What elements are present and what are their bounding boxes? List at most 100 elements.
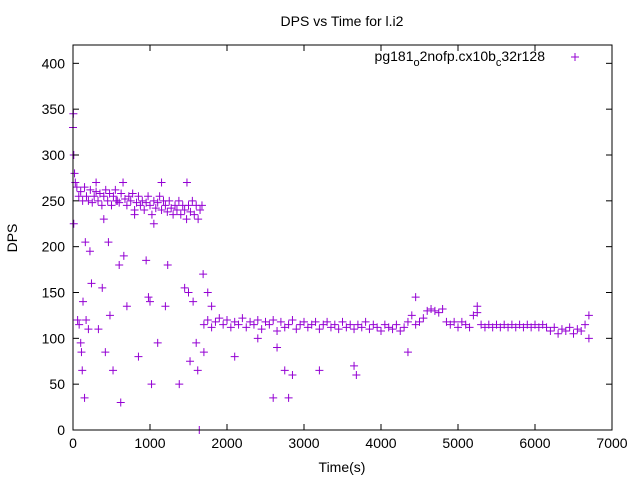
data-point — [223, 316, 231, 324]
data-point — [176, 210, 185, 219]
data-point — [565, 323, 574, 332]
data-point — [450, 317, 459, 326]
data-point — [253, 316, 262, 324]
data-point — [315, 366, 324, 375]
data-point — [269, 393, 278, 402]
data-point — [101, 348, 110, 357]
data-point — [151, 204, 160, 213]
data-point — [172, 206, 181, 214]
data-point — [288, 316, 297, 324]
y-tick-label: 150 — [42, 285, 66, 301]
data-point — [80, 183, 89, 192]
data-point — [74, 192, 83, 201]
x-tick-label: 6000 — [519, 435, 550, 451]
data-point — [403, 317, 412, 326]
data-point — [97, 201, 106, 210]
data-point — [134, 352, 143, 361]
data-point — [107, 201, 116, 210]
data-point — [361, 317, 370, 326]
data-point — [230, 352, 239, 361]
data-point — [192, 338, 201, 347]
data-point — [142, 256, 151, 265]
data-point — [140, 206, 149, 214]
data-points — [69, 109, 593, 434]
data-point — [87, 279, 96, 288]
data-point — [75, 320, 84, 329]
data-point — [101, 185, 110, 194]
x-tick-label: 1000 — [134, 435, 165, 451]
data-point — [122, 302, 131, 311]
plot-border — [72, 44, 613, 431]
data-point — [438, 305, 447, 313]
legend-label: pg181o2nofp.cx10bc32r128 — [375, 48, 546, 69]
data-point — [171, 201, 180, 210]
data-point — [330, 320, 339, 329]
x-tick-label: 4000 — [365, 435, 396, 451]
data-point — [69, 219, 78, 228]
data-point — [180, 206, 189, 214]
data-point — [98, 283, 107, 292]
data-point — [182, 215, 191, 224]
data-point — [126, 196, 135, 205]
data-point — [350, 361, 359, 370]
data-point — [211, 317, 220, 326]
data-point — [130, 210, 139, 219]
x-tick-label: 7000 — [596, 435, 627, 451]
data-point — [561, 327, 570, 335]
chart-title: DPS vs Time for l.i2 — [281, 13, 404, 29]
data-point — [315, 325, 324, 334]
data-point — [85, 247, 94, 256]
data-point — [473, 302, 482, 311]
data-point — [144, 192, 153, 201]
data-point — [350, 325, 359, 334]
data-point — [388, 325, 397, 334]
data-point — [273, 343, 282, 352]
data-point — [199, 270, 208, 279]
legend-plus-icon — [571, 53, 579, 61]
data-point — [82, 316, 91, 324]
data-point — [584, 311, 593, 320]
data-point — [184, 288, 193, 297]
data-point — [163, 207, 172, 216]
data-point — [392, 320, 401, 329]
data-point — [265, 320, 274, 329]
data-point — [99, 192, 108, 201]
data-point — [430, 306, 439, 315]
y-tick-label: 300 — [42, 147, 66, 163]
legend: pg181o2nofp.cx10bc32r128 — [375, 48, 579, 69]
data-point — [111, 185, 120, 194]
data-point — [174, 196, 183, 205]
data-point — [396, 327, 405, 335]
data-point — [323, 317, 332, 326]
data-point — [109, 192, 118, 201]
data-point — [116, 398, 125, 407]
data-point — [77, 348, 86, 357]
data-point — [184, 201, 193, 210]
data-point — [109, 366, 118, 375]
data-point — [128, 189, 137, 198]
x-axis-label: Time(s) — [319, 459, 366, 475]
data-point — [400, 323, 409, 332]
x-tick-label: 5000 — [442, 435, 473, 451]
data-point — [115, 261, 124, 269]
data-point — [196, 206, 205, 214]
data-point — [149, 219, 158, 228]
data-point — [197, 201, 206, 210]
data-point — [117, 189, 126, 198]
data-point — [269, 316, 278, 324]
data-point — [88, 198, 97, 207]
data-point — [419, 314, 428, 323]
data-point — [146, 201, 154, 210]
data-point — [276, 317, 285, 326]
data-point — [573, 325, 582, 334]
data-point — [569, 329, 578, 338]
data-point — [90, 192, 99, 201]
data-point — [76, 338, 85, 347]
data-point — [138, 196, 147, 205]
data-point — [207, 323, 216, 332]
data-point — [82, 192, 91, 201]
data-point — [84, 196, 93, 205]
data-point — [119, 178, 128, 187]
data-point — [377, 327, 385, 335]
y-tick-label: 0 — [57, 422, 65, 438]
